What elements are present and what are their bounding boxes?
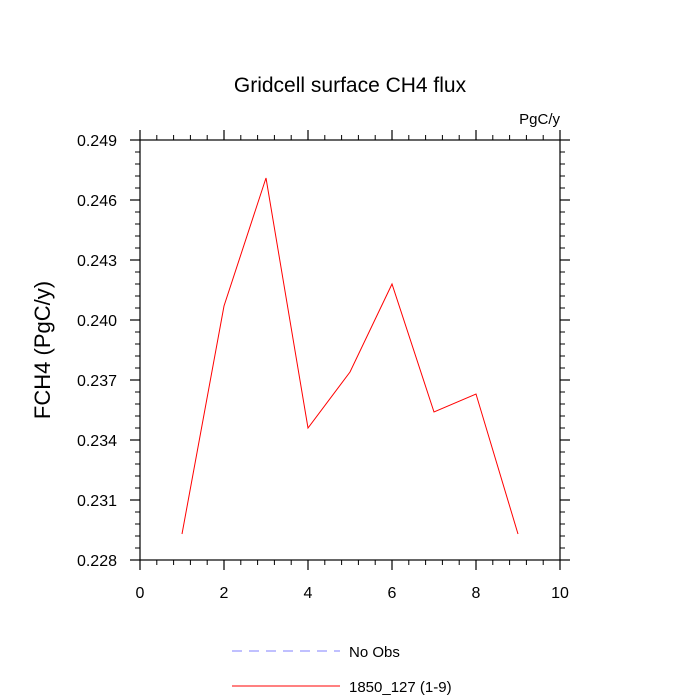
x-tick-label: 8 [472,585,481,602]
legend-label: 1850_127 (1-9) [349,679,452,696]
y-tick-label: 0.231 [77,493,117,510]
series-lines [181,177,519,535]
x-tick-label: 6 [388,585,397,602]
y-tick-label: 0.240 [77,313,117,330]
x-tick-label: 10 [551,585,569,602]
chart-title: Gridcell surface CH4 flux [234,74,467,97]
y-tick-label: 0.228 [77,553,117,570]
y-tick-label: 0.234 [77,433,117,450]
x-tick-label: 2 [220,585,229,602]
plot-frame [139,139,561,561]
y-axis-label: FCH4 (PgC/y) [30,281,55,419]
units-label: PgC/y [519,111,560,128]
x-tick-label: 0 [136,585,145,602]
x-tick-label: 4 [304,585,313,602]
y-tick-label: 0.243 [77,253,117,270]
y-tick-label: 0.246 [77,193,117,210]
axis-ticks [130,130,570,570]
y-tick-label: 0.249 [77,133,117,150]
legend-label: No Obs [349,644,400,661]
axis-tick-labels: 0 2 4 6 8 10 0.228 0.231 0.234 0.237 0.240 0.243 0.2… [77,133,569,602]
legend: No Obs 1850_127 (1-9) [232,644,452,696]
y-tick-label: 0.237 [77,373,117,390]
series-line [181,177,519,535]
